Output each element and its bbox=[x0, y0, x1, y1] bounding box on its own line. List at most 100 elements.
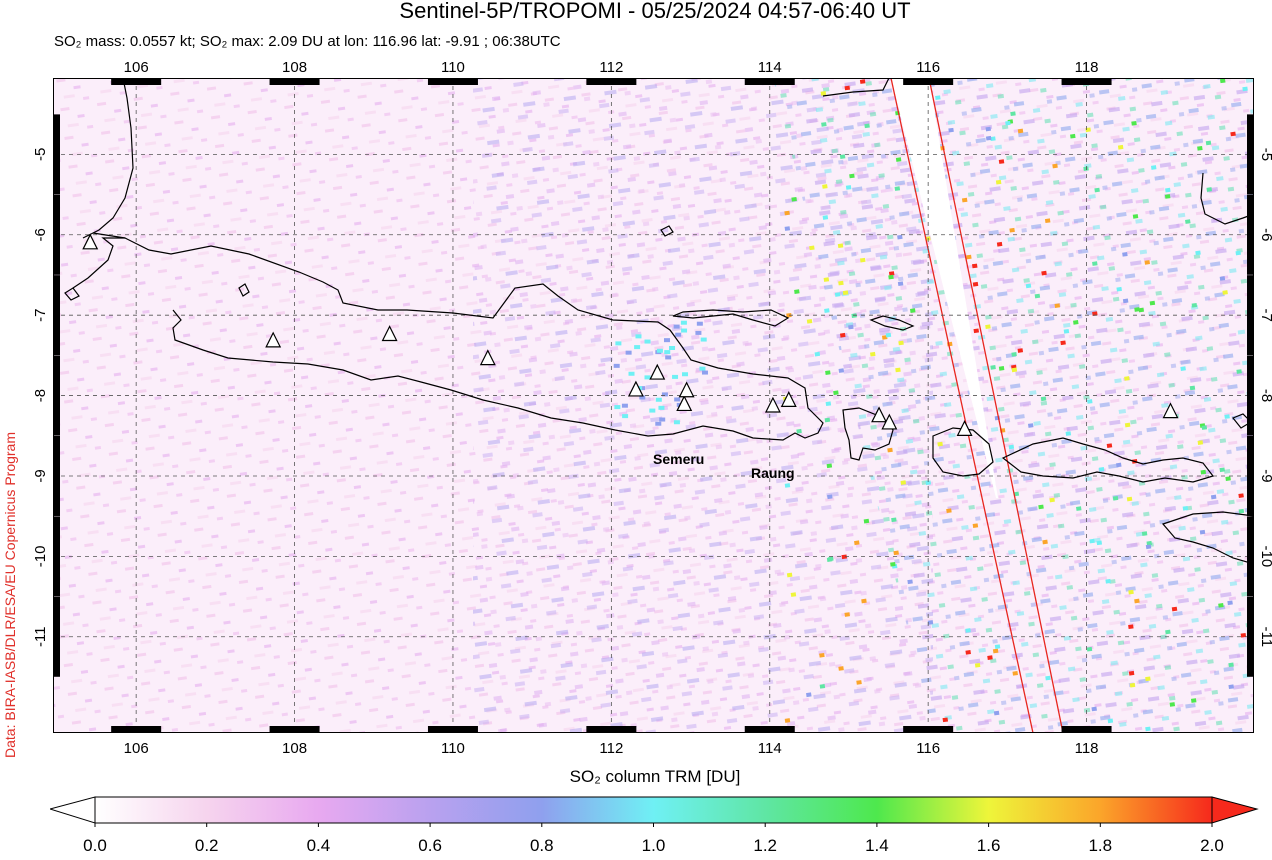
lon-label-top: 118 bbox=[1075, 59, 1099, 76]
coast-islet-1 bbox=[660, 225, 674, 237]
volcano-icon bbox=[265, 331, 282, 348]
so2-pixel bbox=[1201, 425, 1208, 430]
coast-madura bbox=[672, 309, 790, 327]
so2-pixel bbox=[791, 196, 797, 202]
so2-pixel bbox=[837, 243, 844, 249]
so2-pixel bbox=[1236, 369, 1242, 374]
so2-pixel bbox=[655, 421, 662, 426]
so2-pixel bbox=[942, 717, 949, 723]
lon-label-bottom: 106 bbox=[124, 740, 149, 757]
colorbar: 0.0 0.2 0.4 0.6 0.8 1.0 1.2 1.4 1.6 1.8 2.0 bbox=[48, 795, 1260, 855]
volcano-markers: Semeru Raung bbox=[82, 233, 1179, 481]
volcano-icon bbox=[764, 396, 781, 413]
lon-tick-top bbox=[1061, 78, 1112, 85]
colorbar-tick-label: 1.8 bbox=[1088, 836, 1112, 855]
colorbar-tick-label: 0.4 bbox=[307, 836, 331, 855]
axis-ticks bbox=[53, 78, 1254, 733]
so2-pixel bbox=[1009, 227, 1015, 233]
so2-pixel bbox=[839, 332, 846, 338]
so2-pixel bbox=[1141, 531, 1148, 536]
volcano-icon bbox=[871, 406, 888, 423]
so2-pixel bbox=[1122, 298, 1129, 304]
so2-pixel bbox=[1219, 276, 1226, 281]
so2-pixel bbox=[864, 123, 870, 129]
colorbar-gradient bbox=[94, 796, 1213, 824]
so2-pixel bbox=[1169, 702, 1176, 707]
so2-pixel bbox=[1112, 495, 1119, 501]
so2-pixel bbox=[1065, 431, 1072, 436]
colorbar-tick-label: 1.4 bbox=[865, 836, 889, 855]
so2-pixel bbox=[894, 186, 901, 191]
coast-islet-3 bbox=[64, 287, 80, 301]
so2-pixel bbox=[614, 405, 621, 410]
so2-pixel bbox=[841, 554, 848, 560]
coast-kangean bbox=[869, 315, 915, 331]
so2-pixel bbox=[665, 355, 672, 360]
so2-pixel bbox=[664, 350, 671, 355]
so2-pixel bbox=[1011, 367, 1018, 373]
so2-pixel bbox=[1128, 624, 1134, 630]
so2-pixel bbox=[613, 363, 620, 368]
so2-pixel bbox=[1017, 128, 1024, 134]
so2-pixel bbox=[1219, 467, 1225, 473]
so2-pixel bbox=[863, 518, 870, 524]
so2-pixel bbox=[827, 494, 833, 500]
so2-pixel bbox=[1096, 540, 1103, 546]
so2-pixel bbox=[663, 338, 670, 343]
lat-tick-right bbox=[1247, 114, 1254, 195]
so2-pixel bbox=[819, 683, 826, 689]
so2-pixel bbox=[891, 517, 897, 523]
so2-pixel bbox=[1195, 250, 1201, 256]
so2-pixel bbox=[1089, 538, 1095, 544]
volcano-icon bbox=[678, 381, 695, 398]
volcano-icon bbox=[381, 325, 398, 342]
so2-pixel bbox=[1230, 131, 1236, 137]
so2-pixel bbox=[845, 185, 852, 190]
so2-pixel bbox=[1138, 307, 1145, 313]
lon-tick-top bbox=[903, 78, 954, 85]
so2-pixel bbox=[994, 644, 1001, 649]
so2-pixel bbox=[822, 184, 828, 189]
volcano-icon bbox=[649, 363, 666, 380]
so2-pixel bbox=[961, 197, 968, 203]
so2-pixel bbox=[1086, 646, 1093, 652]
lat-label-left: -6 bbox=[32, 228, 49, 241]
so2-pixel bbox=[838, 280, 844, 286]
swath-edge-line-west bbox=[890, 78, 1034, 733]
lon-label-bottom: 110 bbox=[441, 740, 465, 757]
so2-pixel bbox=[1228, 662, 1234, 668]
so2-pixel bbox=[925, 480, 932, 486]
colorbar-tick-label: 0.6 bbox=[418, 836, 442, 855]
lat-label-left: -9 bbox=[32, 469, 49, 482]
so2-pixel bbox=[910, 308, 916, 313]
so2-pixel bbox=[701, 370, 708, 375]
so2-pixel bbox=[824, 417, 831, 423]
coastlines bbox=[64, 78, 1254, 565]
lat-tick-left bbox=[53, 516, 60, 597]
so2-pixel bbox=[1044, 218, 1051, 224]
so2-pixel bbox=[1010, 111, 1016, 117]
so2-pixel bbox=[784, 483, 791, 488]
lat-tick-right bbox=[1247, 355, 1254, 436]
so2-pixel bbox=[1083, 166, 1089, 172]
lon-label-bottom: 116 bbox=[916, 740, 940, 757]
so2-pixel bbox=[1145, 726, 1151, 732]
so2-pixel bbox=[1054, 303, 1061, 308]
so2-pixel bbox=[974, 662, 981, 668]
lat-label-right: -9 bbox=[1258, 469, 1272, 482]
lat-label-right: -5 bbox=[1258, 148, 1272, 161]
so2-pixel bbox=[897, 234, 903, 240]
so2-pixel bbox=[1242, 86, 1248, 92]
so2-pixel bbox=[784, 226, 791, 231]
so2-pixel bbox=[659, 417, 666, 422]
so2-pixel bbox=[972, 523, 979, 528]
so2-pixel bbox=[1145, 544, 1152, 550]
so2-pixel bbox=[859, 79, 866, 84]
so2-pixel bbox=[1041, 270, 1047, 276]
so2-pixel bbox=[1122, 252, 1128, 257]
so2-pixel bbox=[1165, 629, 1171, 635]
so2-pixel bbox=[985, 126, 992, 132]
so2-pixel bbox=[1145, 676, 1151, 682]
so2-pixel bbox=[635, 334, 642, 339]
so2-pixel bbox=[1235, 250, 1241, 256]
